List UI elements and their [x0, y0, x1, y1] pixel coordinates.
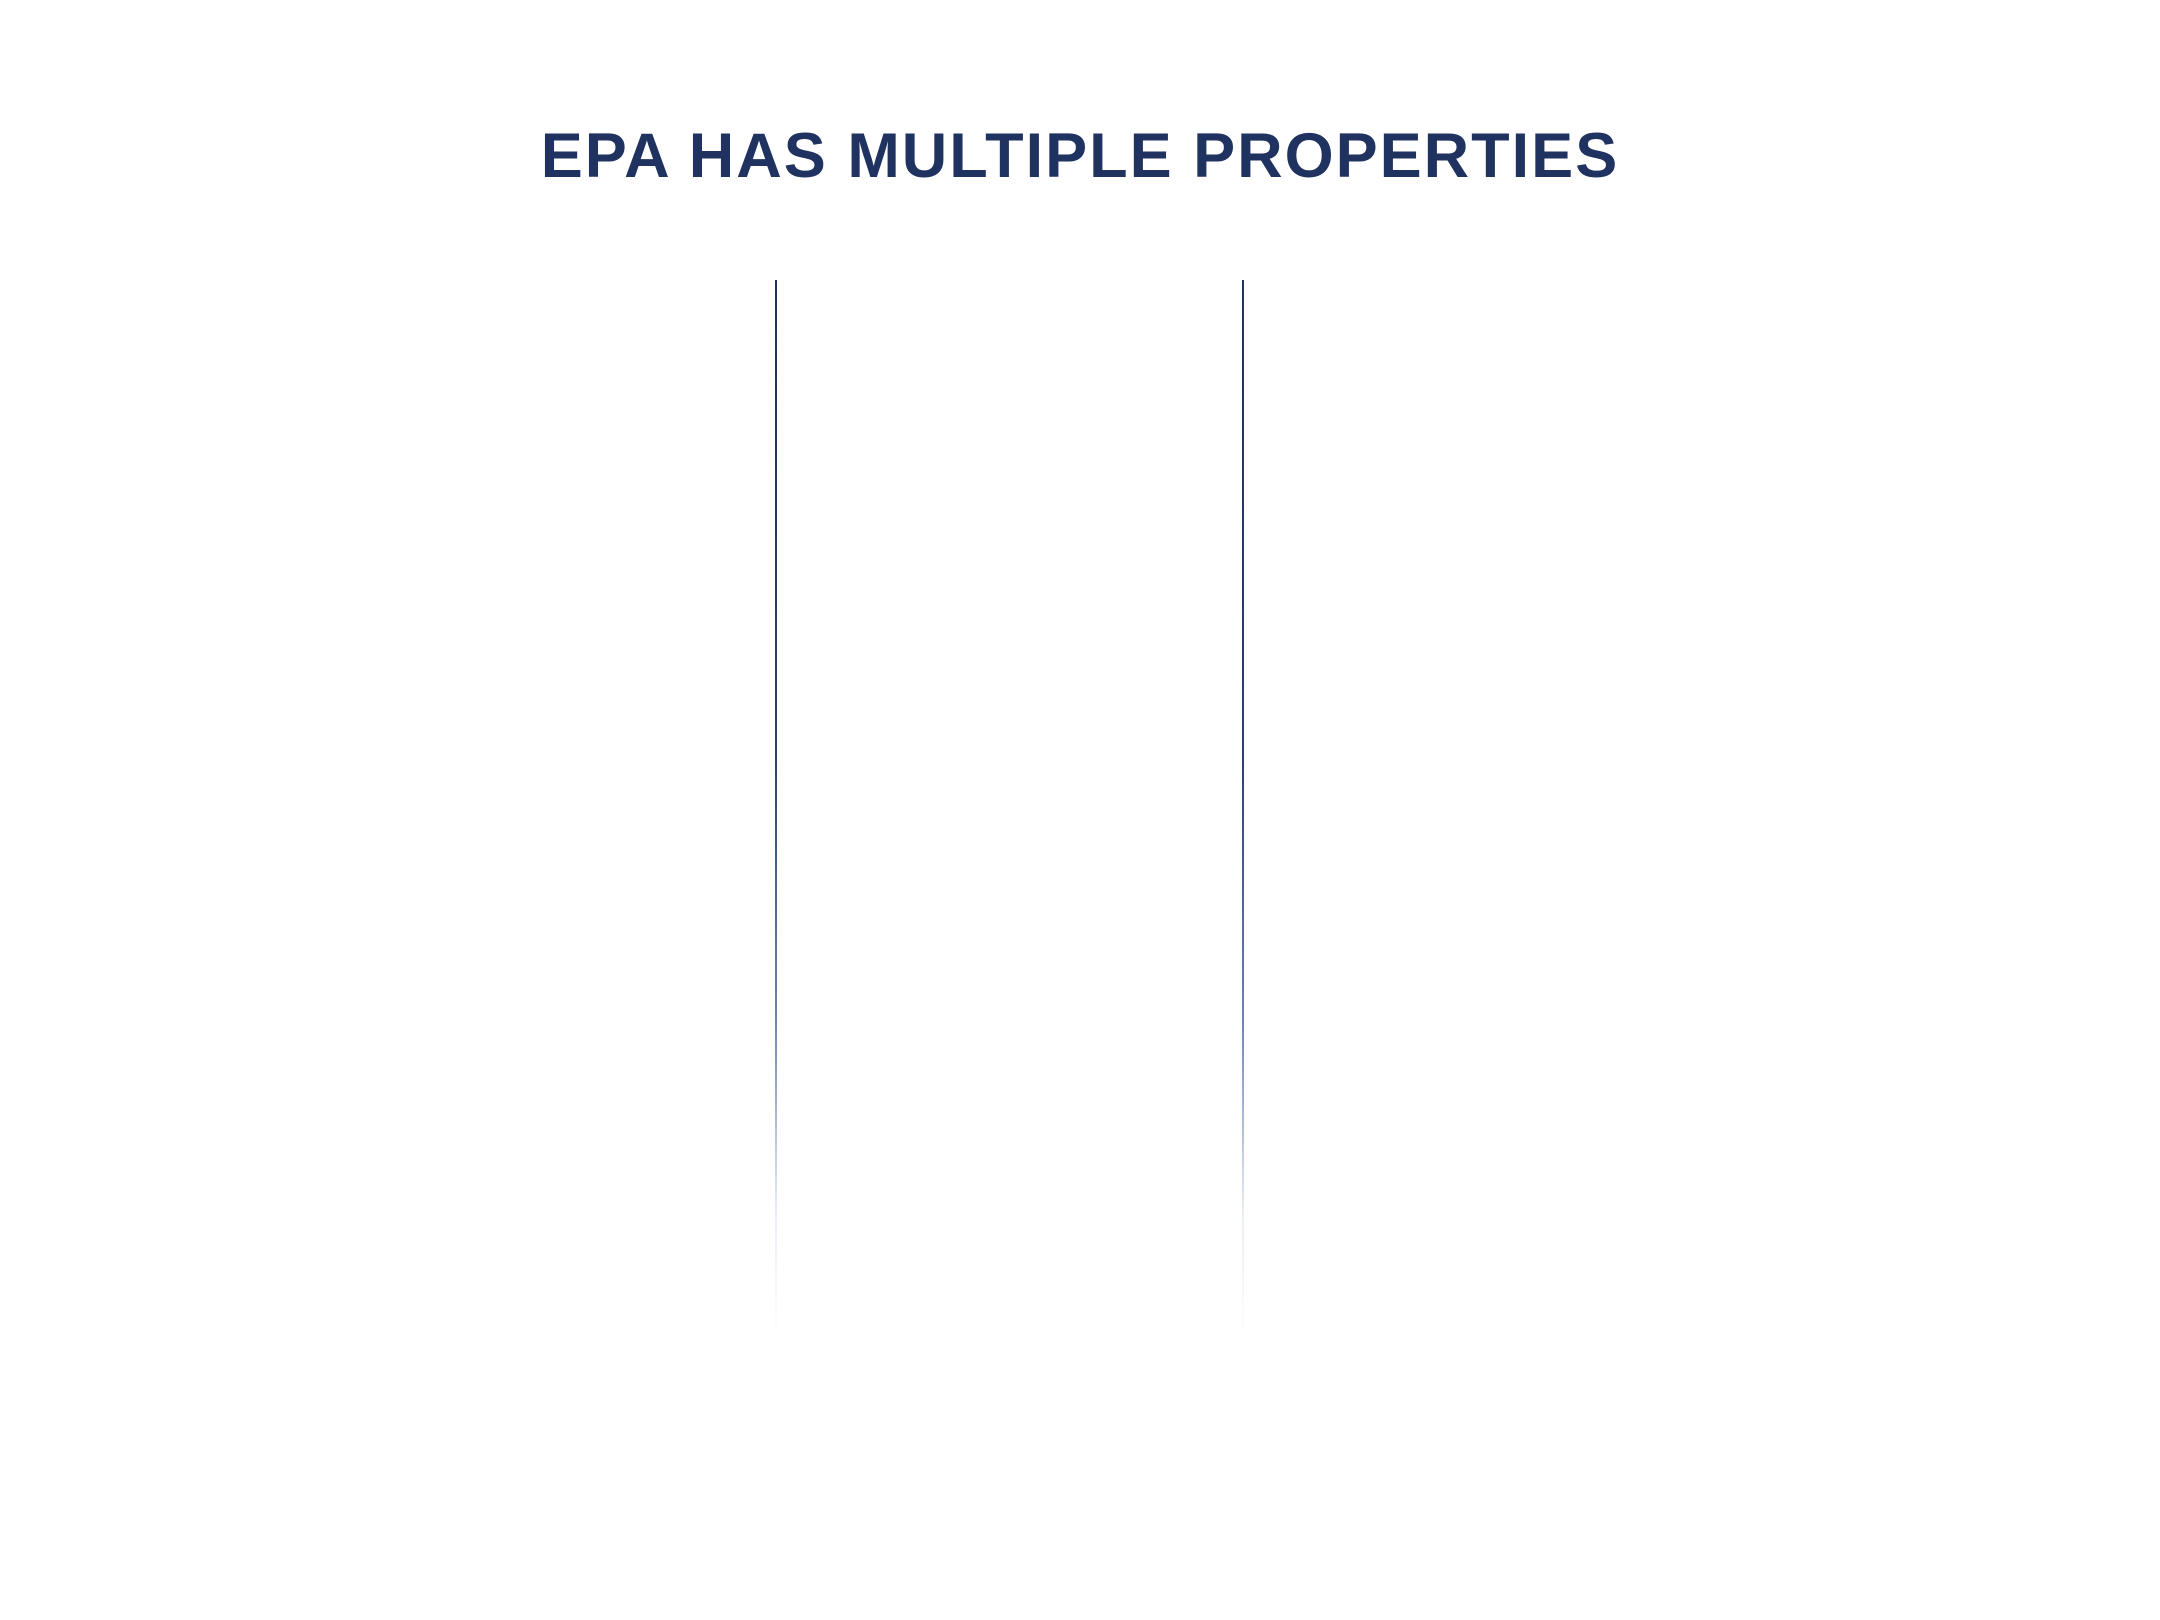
left-divider-line — [775, 280, 777, 1340]
slide-title: EPA HAS MULTIPLE PROPERTIES — [0, 118, 2160, 194]
right-divider-line — [1242, 280, 1244, 1340]
